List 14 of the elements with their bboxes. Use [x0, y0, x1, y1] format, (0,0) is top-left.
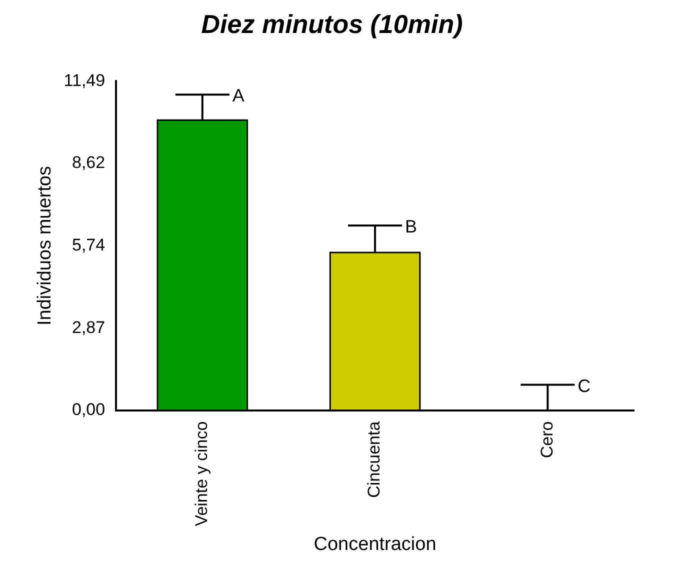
y-tick-label: 8,62 [72, 153, 106, 172]
x-axis-title: Concentracion [314, 534, 436, 555]
y-tick-label: 2,87 [72, 318, 106, 337]
x-tick-label: Cincuenta [364, 420, 384, 498]
y-tick-label: 11,49 [64, 70, 106, 90]
annotation: A [232, 86, 244, 106]
annotation: C [578, 376, 591, 396]
x-tick-label: Cero [537, 421, 556, 458]
x-tick-label: Veinte y cinco [192, 421, 212, 526]
chart-title: Diez minutos (10min) [201, 8, 463, 39]
y-tick-label: 5,74 [72, 236, 106, 255]
y-tick-label: 0,00 [72, 400, 106, 419]
annotation: B [405, 216, 418, 237]
y-axis-title: Individuos muertos [34, 166, 56, 326]
